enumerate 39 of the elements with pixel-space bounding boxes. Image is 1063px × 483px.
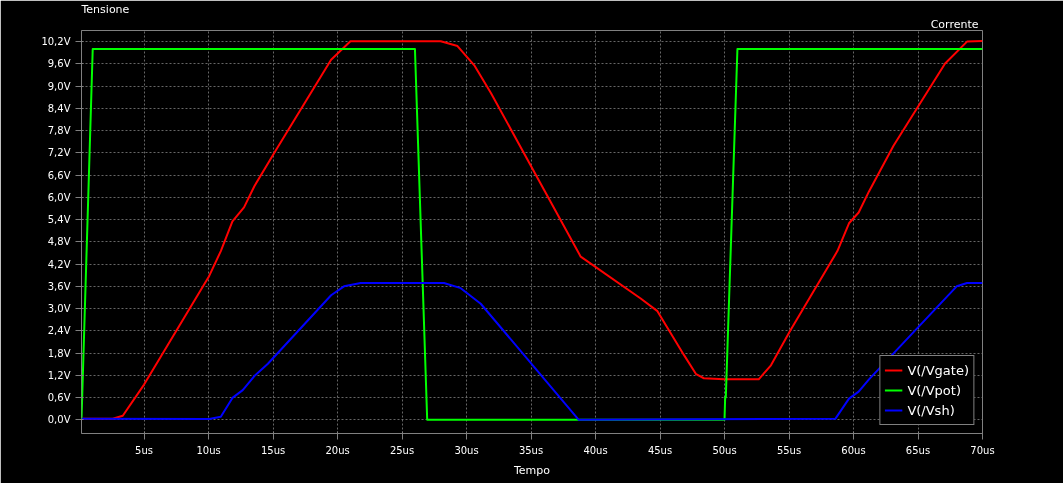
x-tick-label: 35us (518, 444, 544, 456)
y2-axis-title: Corrente (930, 17, 979, 31)
y-tick-label: 2,4V (47, 325, 71, 337)
y-tick-label: 6,6V (47, 169, 71, 181)
x-axis-title: Tempo (512, 463, 551, 477)
y-tick-label: 10,2V (41, 36, 71, 48)
x-tick-label: 70us (970, 444, 995, 456)
legend-label: V(/Vpot) (907, 382, 961, 398)
x-tick-label: 60us (841, 444, 866, 456)
x-tick-label: 25us (389, 444, 415, 456)
y-tick-label: 0,0V (47, 414, 71, 426)
y-tick-label: 1,2V (47, 369, 71, 381)
x-tick-label: 10us (196, 444, 221, 456)
y-tick-label: 9,6V (47, 58, 71, 70)
x-tick-label: 45us (647, 444, 673, 456)
x-tick-label: 5us (135, 444, 154, 456)
y-tick-label: 8,4V (47, 102, 71, 114)
x-tick-label: 65us (905, 444, 931, 456)
y-tick-label: 7,8V (47, 125, 71, 137)
y-tick-label: 3,0V (47, 303, 71, 315)
legend-label: V(/Vgate) (907, 362, 969, 378)
y-axis-title: Tensione (80, 2, 130, 16)
x-tick-label: 40us (583, 444, 608, 456)
y-tick-label: 3,6V (47, 280, 71, 292)
y-tick-label: 9,0V (47, 80, 71, 92)
x-tick-label: 15us (260, 444, 286, 456)
y-tick-label: 5,4V (47, 214, 71, 226)
y-tick-label: 4,2V (47, 258, 71, 270)
y-tick-label: 1,8V (47, 347, 71, 359)
y-tick-label: 4,8V (47, 236, 71, 248)
y-tick-label: 7,2V (47, 147, 71, 159)
y-tick-label: 0,6V (47, 392, 71, 404)
legend-label: V(/Vsh) (907, 402, 955, 418)
y-tick-label: 6,0V (47, 191, 71, 203)
line-series (81, 281, 983, 421)
x-tick-label: 50us (712, 444, 737, 456)
x-tick-label: 20us (325, 444, 350, 456)
x-tick-label: 55us (776, 444, 802, 456)
x-tick-label: 30us (454, 444, 479, 456)
